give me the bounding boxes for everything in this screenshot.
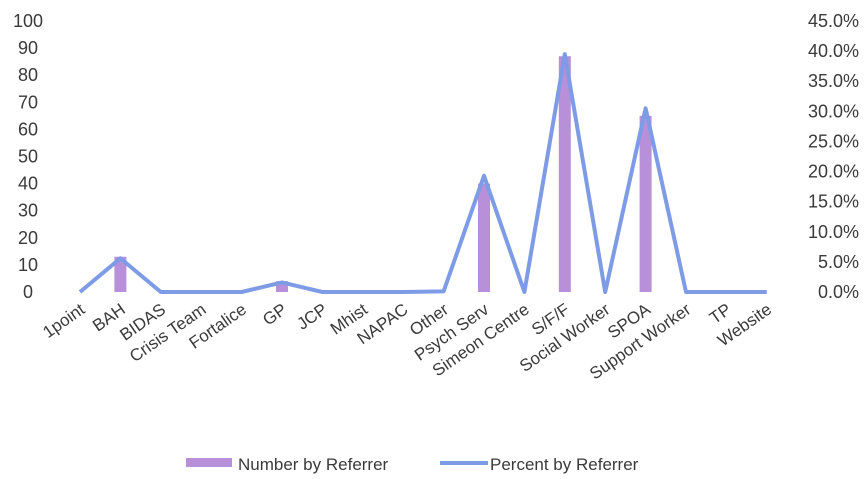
legend-label-number: Number by Referrer bbox=[238, 455, 389, 474]
legend-label-percent: Percent by Referrer bbox=[490, 455, 639, 474]
left-axis-ticks: 0 10 20 30 40 50 60 70 80 90 100 bbox=[13, 11, 43, 302]
y-tick-label: 50 bbox=[18, 147, 38, 167]
y2-tick-label: 15.0% bbox=[808, 192, 859, 212]
y2-tick-label: 45.0% bbox=[808, 11, 859, 31]
y-tick-label: 30 bbox=[18, 201, 38, 221]
percent-line bbox=[78, 52, 767, 294]
y2-tick-label: 40.0% bbox=[808, 41, 859, 61]
y-tick-label: 80 bbox=[18, 65, 38, 85]
y-tick-label: 100 bbox=[13, 11, 43, 31]
y2-tick-label: 5.0% bbox=[818, 252, 859, 272]
bar bbox=[478, 183, 490, 292]
y-tick-label: 0 bbox=[23, 282, 33, 302]
line-series bbox=[78, 52, 767, 294]
y2-tick-label: 10.0% bbox=[808, 222, 859, 242]
y2-tick-label: 30.0% bbox=[808, 101, 859, 121]
y2-tick-label: 25.0% bbox=[808, 131, 859, 151]
y2-tick-label: 0.0% bbox=[818, 282, 859, 302]
right-axis-ticks: 0.0% 5.0% 10.0% 15.0% 20.0% 25.0% 30.0% 35.0% 40… bbox=[808, 11, 859, 302]
bar-series bbox=[114, 56, 652, 293]
y-tick-label: 20 bbox=[18, 228, 38, 248]
y-tick-label: 90 bbox=[18, 38, 38, 58]
legend-swatch-bar bbox=[186, 458, 232, 467]
category-label: GP bbox=[259, 300, 290, 330]
bar bbox=[558, 56, 571, 293]
y-tick-label: 60 bbox=[18, 119, 38, 139]
bar bbox=[114, 256, 127, 292]
category-label: 1point bbox=[39, 300, 88, 342]
category-label: JCP bbox=[293, 300, 330, 334]
legend: Number by Referrer Percent by Referrer bbox=[186, 455, 639, 474]
y-tick-label: 40 bbox=[18, 174, 38, 194]
y2-tick-label: 35.0% bbox=[808, 71, 859, 91]
y-tick-label: 10 bbox=[18, 255, 38, 275]
y-tick-label: 70 bbox=[18, 92, 38, 112]
bar bbox=[276, 281, 288, 292]
bar bbox=[639, 115, 652, 292]
y2-tick-label: 20.0% bbox=[808, 162, 859, 182]
